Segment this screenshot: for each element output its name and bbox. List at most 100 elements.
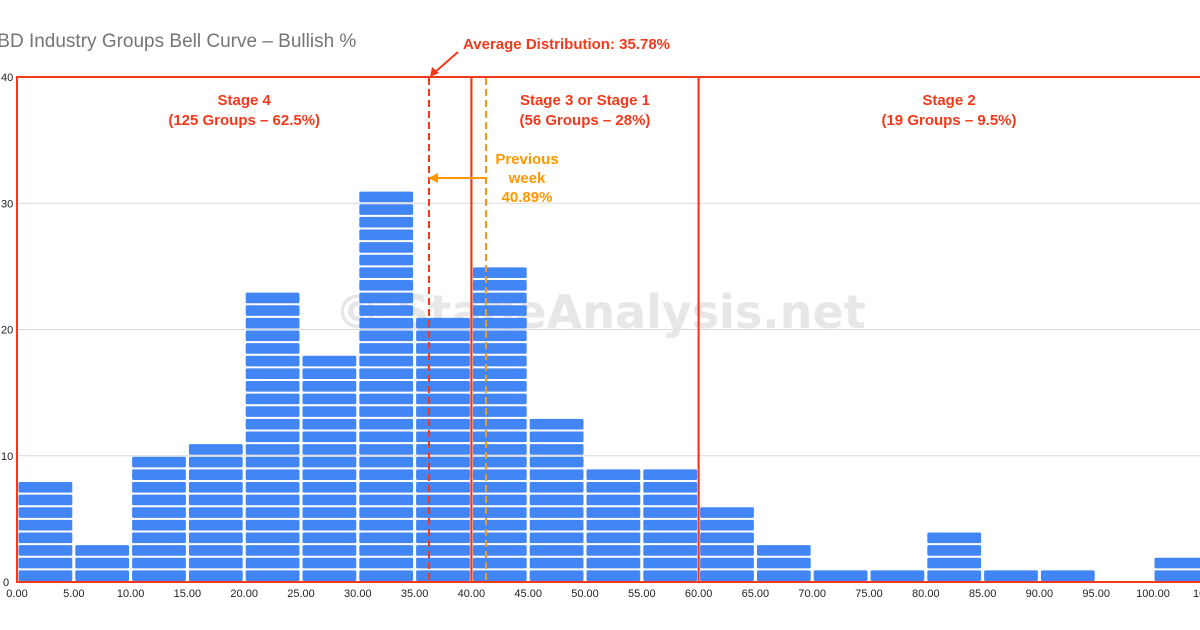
bar-unit — [472, 393, 527, 405]
previous-week-label: week — [508, 170, 546, 187]
x-tick-label: 65.00 — [742, 588, 770, 600]
bar-unit — [700, 570, 754, 581]
bar-unit — [18, 532, 73, 544]
x-tick-label: 80.00 — [912, 588, 940, 600]
bar-unit — [586, 482, 641, 493]
bar-unit — [586, 469, 641, 480]
y-tick-label: 40 — [1, 72, 13, 84]
bar-unit — [188, 456, 243, 468]
bar-unit — [245, 532, 300, 544]
bar-unit — [472, 532, 527, 544]
bar-unit — [132, 557, 186, 569]
bar-unit — [245, 545, 300, 556]
previous-week-arrowhead — [428, 173, 438, 183]
bar-unit — [472, 418, 527, 430]
bar-unit — [245, 330, 300, 342]
bar-unit — [359, 418, 414, 430]
bar-unit — [132, 570, 186, 581]
bar-unit — [984, 570, 1038, 581]
bar-unit — [472, 519, 527, 531]
stage-detail: (125 Groups – 62.5%) — [168, 112, 320, 129]
bar-unit — [1040, 570, 1095, 581]
bar-unit — [302, 393, 357, 405]
bar-unit — [245, 406, 300, 417]
bar-unit — [188, 494, 243, 506]
bar — [416, 317, 470, 581]
y-tick-label: 0 — [3, 577, 9, 589]
bar-unit — [188, 532, 243, 544]
bar-unit — [700, 532, 754, 544]
bar-unit — [472, 381, 527, 392]
bar — [132, 456, 186, 581]
previous-week-label: 40.89% — [502, 189, 553, 206]
bar-unit — [245, 469, 300, 480]
bar-unit — [416, 469, 470, 480]
bar-unit — [359, 330, 414, 342]
bar-unit — [416, 406, 470, 417]
bar-unit — [302, 444, 357, 455]
bar-unit — [472, 444, 527, 455]
bar — [188, 444, 243, 581]
bar-unit — [586, 545, 641, 556]
bar-unit — [302, 482, 357, 493]
bar-unit — [529, 431, 584, 443]
bar — [813, 570, 868, 581]
bar-unit — [416, 507, 470, 518]
bar-unit — [132, 532, 186, 544]
bar-unit — [643, 494, 698, 506]
bar-unit — [132, 519, 186, 531]
y-tick-label: 10 — [1, 451, 13, 463]
bar-unit — [245, 317, 300, 329]
bar — [927, 532, 982, 581]
bar-unit — [643, 482, 698, 493]
bar-unit — [416, 393, 470, 405]
bar-unit — [416, 545, 470, 556]
x-tick-label: 20.00 — [230, 588, 258, 600]
bar-unit — [245, 355, 300, 367]
bar-unit — [529, 444, 584, 455]
bar-unit — [302, 570, 357, 581]
bar-unit — [132, 456, 186, 468]
bar-unit — [472, 406, 527, 417]
bar-unit — [416, 330, 470, 342]
bar-unit — [18, 507, 73, 518]
average-arrowhead — [430, 67, 439, 77]
bar-unit — [416, 557, 470, 569]
bar-unit — [75, 557, 130, 569]
bar-unit — [18, 557, 73, 569]
bar — [472, 267, 527, 581]
bar-unit — [359, 570, 414, 581]
bar-unit — [245, 456, 300, 468]
bar-unit — [643, 532, 698, 544]
bar-unit — [132, 494, 186, 506]
bar-unit — [529, 469, 584, 480]
stage-name: Stage 4 — [218, 92, 272, 109]
bar-unit — [359, 507, 414, 518]
bar — [245, 292, 300, 581]
bar-unit — [302, 557, 357, 569]
x-tick-label: 60.00 — [685, 588, 713, 600]
bar-unit — [302, 519, 357, 531]
bar — [870, 570, 925, 581]
x-tick-label: 55.00 — [628, 588, 656, 600]
bar-unit — [643, 570, 698, 581]
x-tick-label: 25.00 — [287, 588, 315, 600]
x-tick-label: 75.00 — [855, 588, 883, 600]
bar-unit — [132, 469, 186, 480]
bar-unit — [416, 368, 470, 379]
bar-unit — [416, 519, 470, 531]
bar — [643, 469, 698, 581]
stage-box — [697, 76, 1200, 583]
bar-unit — [472, 507, 527, 518]
bar-unit — [359, 393, 414, 405]
bar-unit — [245, 431, 300, 443]
bar-unit — [1154, 570, 1200, 581]
bar-unit — [75, 545, 130, 556]
x-tick-label: 100.00 — [1136, 588, 1170, 600]
bar-unit — [188, 444, 243, 455]
bar-unit — [359, 545, 414, 556]
bar — [529, 418, 584, 581]
bar-unit — [586, 519, 641, 531]
bar-unit — [302, 494, 357, 506]
bar-unit — [359, 469, 414, 480]
